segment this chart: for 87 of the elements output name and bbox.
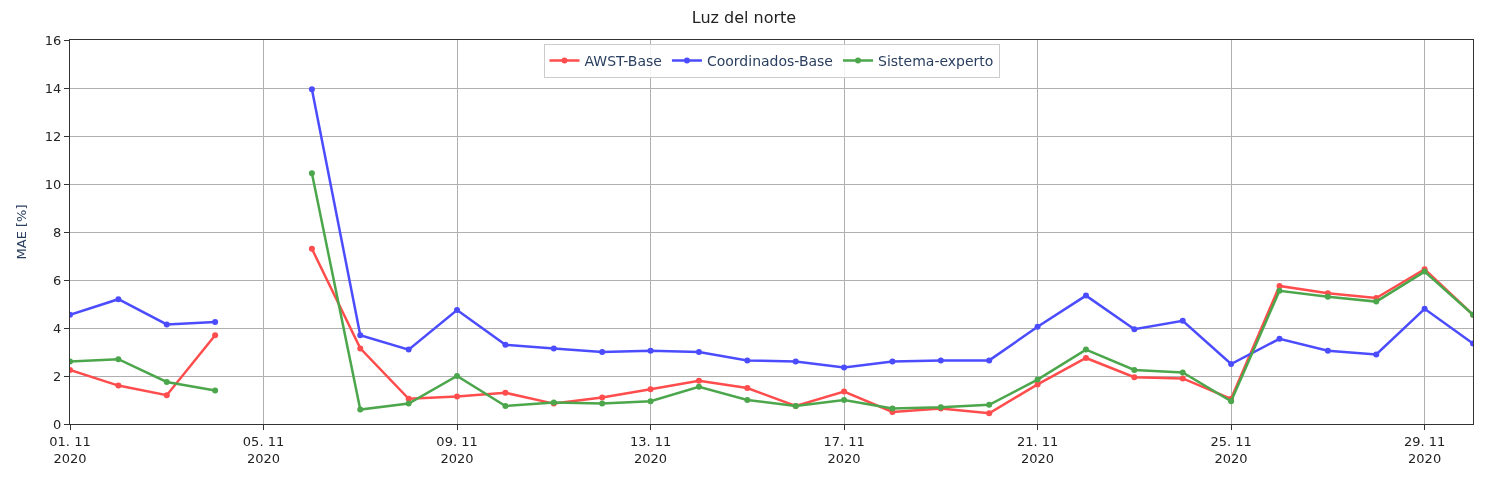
- point: [647, 386, 654, 393]
- point: [599, 400, 606, 407]
- point: [889, 358, 896, 365]
- point: [308, 170, 315, 177]
- point: [405, 395, 412, 402]
- point: [1131, 326, 1138, 333]
- point: [1276, 287, 1283, 294]
- x-tick-label: 29. 11 2020: [1403, 433, 1446, 466]
- point: [744, 385, 751, 391]
- y-tick-label: 4: [53, 320, 62, 336]
- point: [454, 373, 461, 379]
- point: [695, 349, 702, 355]
- point: [889, 405, 896, 412]
- x-tick-label: 05. 11 2020: [242, 433, 285, 466]
- point: [1179, 375, 1186, 382]
- point: [1276, 335, 1283, 342]
- point: [1228, 361, 1235, 367]
- point: [357, 332, 364, 339]
- point: [1373, 351, 1380, 358]
- point: [1179, 317, 1186, 324]
- point: [163, 321, 170, 328]
- point: [502, 341, 509, 348]
- x-tick-label: 09. 11 2020: [436, 433, 478, 466]
- point: [405, 346, 412, 353]
- point: [212, 387, 219, 394]
- y-tick-label: 2: [53, 368, 62, 384]
- point: [937, 357, 944, 364]
- point: [163, 379, 170, 385]
- point: [454, 393, 461, 400]
- point: [1082, 355, 1089, 361]
- point: [1373, 298, 1380, 305]
- point: [550, 345, 557, 352]
- point: [986, 410, 993, 417]
- point: [647, 398, 654, 405]
- point: [1034, 376, 1041, 383]
- y-tick-label: 16: [44, 32, 62, 48]
- point: [1034, 323, 1041, 330]
- point: [841, 397, 848, 403]
- point: [502, 389, 509, 396]
- y-tick-label: 10: [44, 176, 62, 192]
- point: [744, 357, 751, 364]
- point: [1082, 292, 1089, 299]
- point: [1179, 369, 1186, 376]
- point: [599, 394, 606, 401]
- point: [986, 401, 993, 408]
- y-axis-title: MAE [%]: [13, 204, 29, 260]
- point: [1082, 346, 1089, 353]
- point: [695, 377, 702, 384]
- point: [212, 319, 219, 325]
- y-tick-label: 12: [44, 128, 62, 144]
- point: [647, 347, 654, 354]
- point: [841, 388, 848, 395]
- point: [841, 364, 848, 371]
- point: [115, 356, 122, 363]
- y-tick-label: 0: [53, 416, 62, 432]
- x-tick-label: 13. 11 2020: [629, 433, 672, 466]
- point: [599, 349, 606, 355]
- legend-label: Sistema-experto: [878, 52, 994, 69]
- point: [454, 307, 461, 313]
- y-tick-label: 8: [53, 224, 62, 240]
- point: [792, 358, 799, 365]
- point: [1131, 367, 1138, 373]
- point: [695, 383, 702, 390]
- x-tick-label: 01. 11 2020: [49, 433, 91, 466]
- point: [1324, 347, 1331, 354]
- point: [502, 403, 509, 409]
- y-tick-label: 6: [53, 272, 62, 288]
- point: [115, 382, 122, 389]
- legend-label: AWST-Base: [584, 52, 662, 69]
- chart-title: Luz del norte: [691, 8, 797, 28]
- point: [308, 245, 315, 252]
- point: [986, 357, 993, 364]
- y-tick-label: 14: [44, 80, 62, 96]
- point: [308, 86, 315, 93]
- x-tick-label: 17. 11 2020: [823, 433, 865, 466]
- point: [1421, 305, 1428, 312]
- point: [744, 397, 751, 403]
- x-tick-label: 21. 11 2020: [1016, 433, 1059, 466]
- point: [212, 332, 219, 339]
- point: [405, 400, 412, 407]
- point: [1131, 374, 1138, 381]
- legend-label: Coordinados-Base: [706, 52, 833, 69]
- point: [357, 406, 364, 413]
- point: [357, 345, 364, 352]
- point: [115, 296, 122, 303]
- point: [163, 392, 170, 399]
- x-tick-label: 25. 11 2020: [1210, 433, 1252, 466]
